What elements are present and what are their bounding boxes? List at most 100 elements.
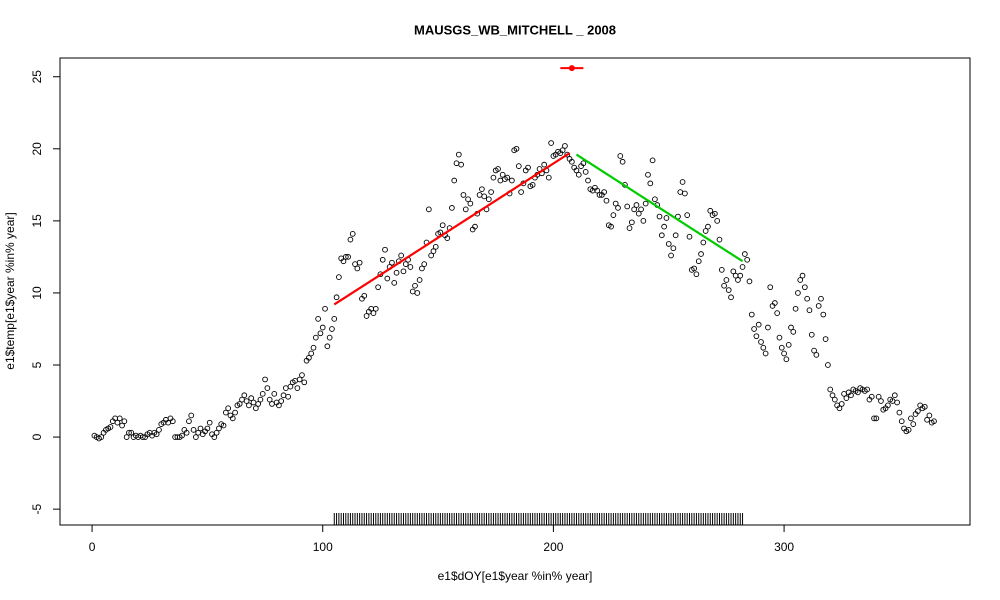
y-tick-label: 15 (30, 214, 44, 228)
data-point (324, 343, 331, 350)
data-point (624, 203, 631, 210)
data-point (294, 385, 301, 391)
data-point (414, 290, 421, 296)
data-point (562, 143, 568, 149)
data-point (790, 329, 797, 335)
data-point (400, 268, 407, 275)
data-point (285, 393, 291, 400)
data-point (647, 180, 654, 187)
data-point (921, 403, 928, 410)
data-point (767, 284, 774, 291)
data-point (663, 215, 670, 221)
data-point (626, 225, 633, 231)
data-point (98, 434, 105, 440)
data-point (718, 267, 725, 273)
data-point (186, 418, 192, 425)
data-point (799, 272, 806, 279)
data-point (190, 427, 197, 433)
data-point (548, 140, 554, 146)
data-point (504, 174, 511, 181)
data-point (818, 295, 824, 302)
data-point (139, 434, 146, 440)
data-point (596, 192, 603, 198)
data-point (229, 415, 236, 422)
data-point (211, 434, 218, 440)
data-point (479, 186, 485, 193)
data-point (811, 347, 817, 354)
data-point (428, 252, 435, 259)
data-point (601, 189, 608, 195)
data-point (437, 229, 444, 236)
data-point (280, 392, 287, 399)
data-point (836, 405, 843, 412)
data-point (216, 425, 222, 432)
y-tick-label: 25 (30, 70, 44, 84)
data-point (509, 177, 515, 184)
data-point (299, 372, 305, 378)
data-point (691, 265, 697, 272)
data-point (241, 392, 248, 399)
data-point (361, 292, 368, 299)
data-point (382, 246, 388, 253)
data-point (843, 395, 850, 402)
data-point (197, 425, 204, 432)
data-point (329, 326, 335, 332)
data-point (737, 272, 744, 279)
data-point (838, 401, 845, 407)
data-point (460, 192, 467, 198)
data-point (753, 333, 760, 340)
data-point (652, 196, 658, 203)
data-point (541, 161, 548, 168)
data-point (107, 424, 114, 430)
data-point (467, 200, 474, 207)
data-point (128, 429, 135, 436)
data-point (868, 393, 875, 400)
data-point (266, 396, 273, 403)
data-point (608, 223, 614, 230)
data-point (801, 284, 808, 291)
data-point (169, 418, 176, 425)
data-point (432, 243, 439, 250)
data-point (615, 205, 621, 211)
y-tick-label: -5 (30, 503, 44, 514)
data-point (453, 160, 460, 167)
data-point (758, 339, 764, 345)
data-point (342, 254, 349, 260)
x-axis-label: e1$dOY[e1$year %in% year] (438, 569, 593, 583)
data-point (878, 398, 884, 404)
data-point (315, 316, 321, 322)
data-point (875, 393, 882, 400)
data-point (312, 334, 319, 341)
data-point (797, 277, 804, 283)
data-point (333, 294, 340, 301)
data-point (677, 189, 684, 195)
data-point (246, 402, 252, 409)
data-point (668, 252, 674, 259)
y-axis-label: e1$temp[e1$year %in% year] (3, 212, 17, 369)
data-point (827, 386, 834, 393)
data-point (707, 207, 714, 214)
data-point (575, 171, 582, 178)
data-point (331, 316, 338, 322)
data-point (370, 310, 377, 316)
data-point (848, 392, 854, 399)
data-point (412, 282, 418, 289)
data-point (225, 405, 232, 412)
data-point (213, 429, 220, 436)
data-point (730, 268, 737, 275)
data-point (628, 219, 635, 226)
data-point (804, 295, 810, 302)
data-point (781, 350, 787, 357)
data-point (485, 196, 492, 203)
data-point (179, 432, 185, 439)
data-point (610, 212, 617, 218)
data-point (573, 167, 580, 174)
data-point (495, 166, 501, 172)
data-point (515, 163, 522, 169)
data-point (776, 334, 783, 341)
data-point (714, 218, 721, 224)
data-point (430, 248, 437, 254)
data-point (223, 409, 229, 416)
data-point (873, 415, 880, 422)
